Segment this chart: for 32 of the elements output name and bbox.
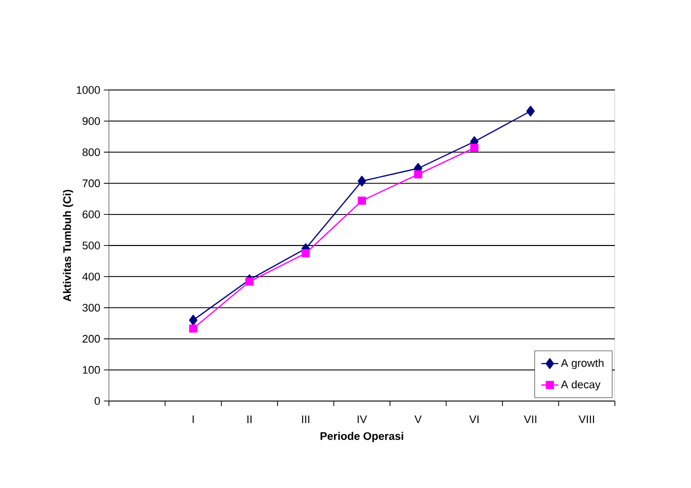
- x-tick-label: VIII: [578, 416, 594, 424]
- point: [245, 277, 254, 286]
- x-tick-label: I: [192, 416, 194, 424]
- legend-label: A growth: [560, 358, 604, 370]
- y-tick-label: 600: [82, 210, 100, 218]
- point: [470, 144, 478, 152]
- y-tick-label: 0: [94, 397, 100, 405]
- y-tick-label: 700: [82, 179, 100, 188]
- y-axis-title: Aktivitas Tumbuh (Ci): [62, 190, 74, 302]
- y-tick-label: 800: [82, 148, 100, 156]
- x-axis-title: Periode Operasi: [320, 432, 404, 442]
- x-tick-label: IV: [358, 416, 368, 424]
- x-tick-label: VII: [524, 416, 536, 424]
- x-tick-label: V: [414, 416, 422, 424]
- y-tick-label: 900: [82, 117, 100, 125]
- point: [526, 106, 535, 117]
- x-tick-label: VI: [469, 416, 478, 424]
- x-tick-label: III: [302, 416, 310, 424]
- legend-label: A decay: [560, 380, 600, 390]
- point: [189, 324, 198, 333]
- y-tick-label: 400: [82, 272, 100, 280]
- y-tick-label: 300: [82, 304, 100, 312]
- point: [302, 249, 310, 258]
- y-tick-label: 100: [82, 366, 100, 374]
- y-tick-label: 200: [82, 334, 100, 343]
- point: [358, 196, 366, 205]
- y-tick-label: 1000: [76, 86, 100, 94]
- point: [358, 176, 366, 186]
- point: [189, 314, 198, 326]
- y-tick-label: 500: [82, 242, 100, 250]
- point: [414, 170, 422, 178]
- x-tick-label: II: [247, 416, 252, 424]
